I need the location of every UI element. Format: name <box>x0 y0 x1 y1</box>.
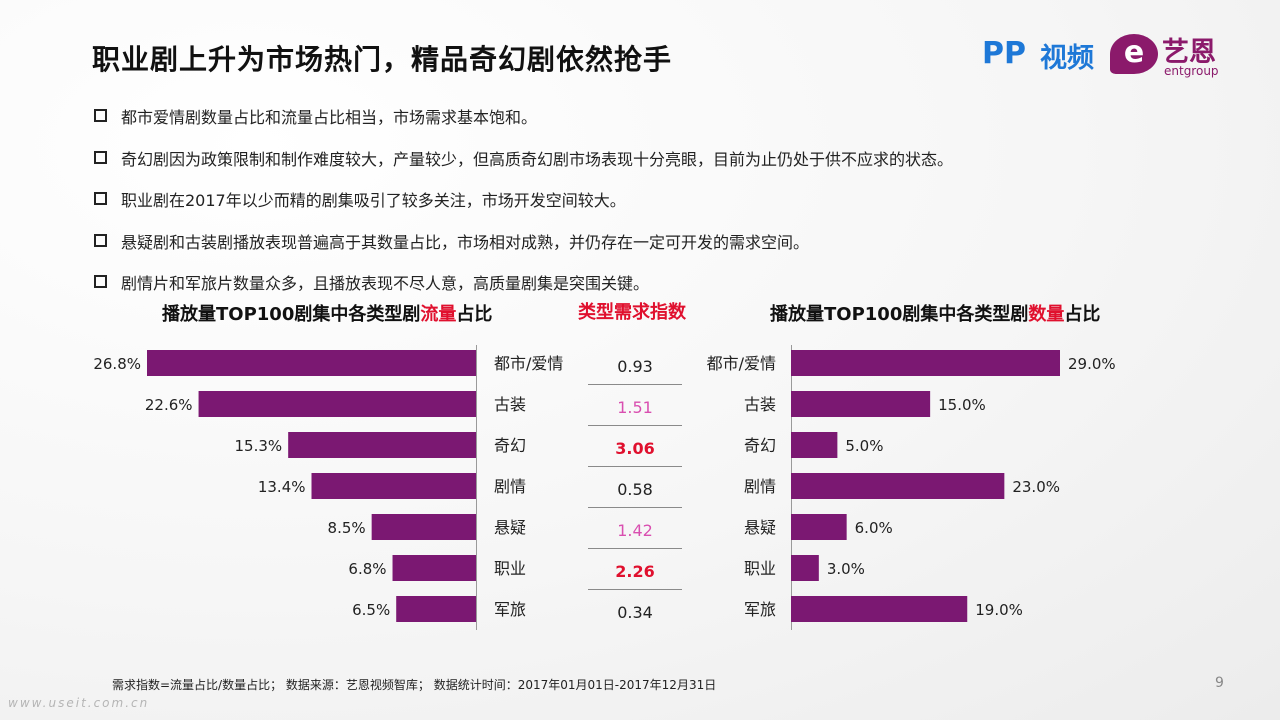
bullet-item: 都市爱情剧数量占比和流量占比相当，市场需求基本饱和。 <box>92 104 953 146</box>
right-chart-title-suffix: 占比 <box>1064 304 1101 325</box>
flow-share-label: 8.5% <box>328 519 366 537</box>
demand-index-value: 0.34 <box>617 603 653 622</box>
quantity-share-label: 15.0% <box>938 396 986 414</box>
flow-share-label: 13.4% <box>258 478 306 496</box>
quantity-share-bar <box>791 514 847 540</box>
demand-index-value: 1.42 <box>617 521 653 540</box>
left-chart-title-suffix: 占比 <box>456 304 493 325</box>
square-bullet-icon <box>94 233 107 247</box>
flow-share-label: 15.3% <box>235 437 283 455</box>
demand-index-value: 3.06 <box>615 439 654 458</box>
flow-share-bar <box>396 596 476 622</box>
quantity-share-bar <box>791 350 1060 376</box>
square-bullet-icon <box>94 150 107 164</box>
demand-index-value: 1.51 <box>617 398 653 417</box>
category-label: 职业 <box>494 559 526 578</box>
quantity-share-label: 23.0% <box>1012 478 1060 496</box>
quantity-share-bar <box>791 432 838 458</box>
bullet-item: 悬疑剧和古装剧播放表现普遍高于其数量占比，市场相对成熟，并仍存在一定可开发的需求… <box>92 229 953 271</box>
category-label: 古装 <box>744 395 776 414</box>
quantity-share-label: 29.0% <box>1068 355 1116 373</box>
category-label: 悬疑 <box>494 518 526 537</box>
right-chart-title: 播放量TOP100剧集中各类型剧数量占比 <box>770 300 1100 326</box>
flow-share-bar <box>371 514 476 540</box>
category-label: 悬疑 <box>744 518 776 537</box>
category-label: 军旅 <box>744 600 776 619</box>
flow-share-bar <box>198 391 477 417</box>
category-label: 剧情 <box>494 477 526 496</box>
category-label: 军旅 <box>494 600 526 619</box>
bullet-text: 奇幻剧因为政策限制和制作难度较大，产量较少，但高质奇幻剧市场表现十分亮眼，目前为… <box>121 149 954 169</box>
quantity-share-label: 3.0% <box>827 560 865 578</box>
brand-logo: PP 视频 e 艺恩 entgroup <box>982 30 1232 82</box>
page-title: 职业剧上升为市场热门，精品奇幻剧依然抢手 <box>92 43 673 76</box>
right-chart-title-highlight: 数量 <box>1028 304 1065 325</box>
bullet-text: 悬疑剧和古装剧播放表现普遍高于其数量占比，市场相对成熟，并仍存在一定可开发的需求… <box>121 232 810 252</box>
flow-share-label: 26.8% <box>93 355 141 373</box>
bullet-list: 都市爱情剧数量占比和流量占比相当，市场需求基本饱和。 奇幻剧因为政策限制和制作难… <box>92 104 953 312</box>
flow-share-label: 6.5% <box>352 601 390 619</box>
flow-share-label: 22.6% <box>145 396 193 414</box>
left-chart-title-text: 播放量TOP100剧集中各类型剧 <box>162 304 421 325</box>
entgroup-logo-text: 艺恩 <box>1162 37 1216 68</box>
category-label: 古装 <box>494 395 526 414</box>
pptv-logo-mark: PP <box>982 36 1026 71</box>
right-chart-title-text: 播放量TOP100剧集中各类型剧 <box>770 304 1029 325</box>
square-bullet-icon <box>94 109 107 122</box>
category-label: 职业 <box>744 559 776 578</box>
footnote: 需求指数=流量占比/数量占比； 数据来源：艺恩视频智库； 数据统计时间：2017… <box>112 678 717 692</box>
bullet-text: 都市爱情剧数量占比和流量占比相当，市场需求基本饱和。 <box>121 108 538 127</box>
quantity-share-bar <box>791 473 1005 499</box>
flow-share-bar <box>147 350 476 376</box>
quantity-share-label: 5.0% <box>845 437 883 455</box>
pptv-logo-text: 视频 <box>1040 43 1094 74</box>
quantity-share-label: 6.0% <box>855 519 893 537</box>
square-bullet-icon <box>94 192 107 205</box>
quantity-share-bar <box>791 391 931 417</box>
category-label: 剧情 <box>744 477 776 496</box>
page-number: 9 <box>1215 675 1224 691</box>
category-label: 奇幻 <box>494 436 526 455</box>
bullet-item: 奇幻剧因为政策限制和制作难度较大，产量较少，但高质奇幻剧市场表现十分亮眼，目前为… <box>92 146 953 188</box>
quantity-share-label: 19.0% <box>975 601 1023 619</box>
flow-share-bar <box>288 432 476 458</box>
demand-index-value: 2.26 <box>615 562 654 581</box>
bullet-text: 职业剧在2017年以少而精的剧集吸引了较多关注，市场开发空间较大。 <box>121 191 626 210</box>
left-chart-title-highlight: 流量 <box>420 304 457 325</box>
bullet-text: 剧情片和军旅片数量众多，且播放表现不尽人意，高质量剧集是突围关键。 <box>121 274 650 293</box>
category-label: 都市/爱情 <box>707 354 776 373</box>
bullet-item: 职业剧在2017年以少而精的剧集吸引了较多关注，市场开发空间较大。 <box>92 187 953 229</box>
entgroup-logo-icon: e <box>1110 34 1158 74</box>
watermark: www.useit.com.cn <box>8 696 150 710</box>
left-chart-title: 播放量TOP100剧集中各类型剧流量占比 <box>162 300 492 326</box>
category-label: 奇幻 <box>744 436 776 455</box>
quantity-share-bar <box>791 555 819 581</box>
square-bullet-icon <box>94 275 107 288</box>
flow-share-bar <box>311 473 476 499</box>
category-label: 都市/爱情 <box>494 354 563 373</box>
flow-share-label: 6.8% <box>348 560 386 578</box>
entgroup-logo-subtext: entgroup <box>1164 64 1219 78</box>
demand-index-value: 0.58 <box>617 480 653 499</box>
bullet-item: 剧情片和军旅片数量众多，且播放表现不尽人意，高质量剧集是突围关键。 <box>92 270 953 312</box>
flow-share-bar <box>392 555 476 581</box>
center-chart-title: 类型需求指数 <box>578 302 686 323</box>
quantity-share-bar <box>791 596 968 622</box>
demand-index-value: 0.93 <box>617 357 653 376</box>
